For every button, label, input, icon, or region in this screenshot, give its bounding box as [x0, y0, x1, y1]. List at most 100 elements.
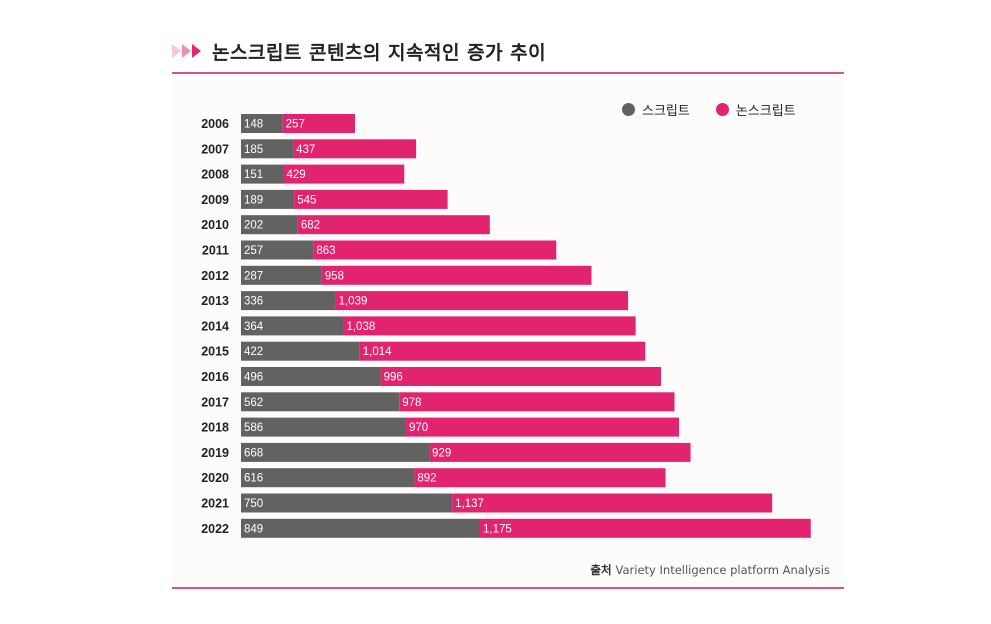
bar-row-2007: 2007 185 437 — [201, 139, 417, 159]
chart-title: 논스크립트 콘텐츠의 지속적인 증가 추이 — [212, 41, 547, 64]
bar-row-2016: 2016 496 996 — [201, 367, 661, 386]
bar-row-2014: 2014 364 1,038 — [201, 316, 636, 336]
bar-nonscript-2012 — [321, 265, 592, 285]
bar-row-2015: 2015 422 1,014 — [201, 341, 646, 361]
year-label: 2022 — [201, 522, 229, 536]
value-label-nonscript: 1,038 — [346, 321, 375, 333]
top-divider — [172, 72, 844, 74]
value-label-script: 616 — [244, 473, 263, 485]
value-label-script: 562 — [244, 397, 263, 409]
bar-script-2015 — [241, 341, 360, 361]
value-label-script: 287 — [244, 270, 263, 282]
value-label-script: 364 — [244, 321, 264, 333]
bar-script-2017 — [241, 392, 400, 412]
value-label-nonscript: 1,137 — [455, 498, 484, 510]
value-label-script: 257 — [244, 245, 263, 257]
year-label: 2006 — [201, 117, 229, 131]
bar-row-2022: 2022 849 1,175 — [201, 518, 811, 538]
year-label: 2008 — [201, 168, 229, 182]
value-label-script: 185 — [244, 144, 263, 156]
bar-nonscript-2007 — [293, 139, 417, 159]
year-label: 2013 — [201, 294, 229, 308]
bar-row-2010: 2010 202 682 — [201, 215, 490, 235]
bar-row-2018: 2018 586 970 — [201, 417, 680, 437]
chart-header: 논스크립트 콘텐츠의 지속적인 증가 추이 — [172, 36, 546, 66]
year-label: 2019 — [201, 446, 229, 460]
bar-nonscript-2020 — [414, 468, 666, 488]
year-label: 2014 — [201, 319, 229, 333]
year-label: 2015 — [201, 345, 229, 359]
year-label: 2017 — [201, 395, 229, 409]
value-label-nonscript: 996 — [384, 372, 403, 384]
year-label: 2021 — [201, 497, 229, 511]
bar-nonscript-2010 — [297, 215, 490, 235]
source-prefix: 출처 — [590, 563, 612, 577]
value-label-nonscript: 958 — [325, 270, 344, 282]
bar-script-2009 — [241, 189, 295, 209]
year-label: 2012 — [201, 269, 229, 283]
value-label-script: 151 — [244, 169, 263, 181]
bar-nonscript-2013 — [335, 291, 629, 311]
value-label-nonscript: 929 — [432, 447, 451, 459]
bar-nonscript-2008 — [283, 164, 405, 184]
value-label-script: 496 — [244, 372, 263, 384]
value-label-nonscript: 257 — [286, 119, 305, 131]
bar-script-2006 — [241, 114, 283, 133]
year-label: 2011 — [202, 244, 229, 258]
bottom-divider — [172, 587, 844, 589]
legend-dot-script-icon — [622, 103, 635, 116]
value-label-nonscript: 892 — [417, 473, 436, 485]
value-label-script: 849 — [244, 523, 263, 535]
value-label-nonscript: 863 — [316, 245, 335, 257]
bar-nonscript-2018 — [405, 417, 680, 437]
year-label: 2007 — [201, 142, 229, 156]
bar-row-2012: 2012 287 958 — [201, 265, 592, 285]
value-label-script: 202 — [244, 220, 263, 232]
value-label-script: 668 — [244, 447, 263, 459]
value-label-script: 422 — [244, 346, 263, 358]
arrow-icon — [192, 44, 201, 58]
value-label-nonscript: 1,175 — [483, 523, 512, 535]
bar-nonscript-2017 — [399, 392, 675, 412]
arrow-icon — [182, 44, 191, 58]
legend-dot-nonscript-icon — [715, 103, 729, 116]
bar-row-2006: 2006 148 257 — [201, 114, 356, 133]
bar-row-2020: 2020 616 892 — [201, 468, 666, 488]
bar-row-2008: 2008 151 429 — [201, 164, 405, 184]
bar-script-2014 — [241, 316, 344, 336]
chart-legend: 스크립트 논스크립트 — [622, 100, 796, 119]
bar-script-2021 — [241, 493, 453, 513]
bar-script-2010 — [241, 215, 298, 235]
title-arrows-icon — [172, 44, 202, 58]
value-label-nonscript: 437 — [296, 144, 315, 156]
arrow-icon — [172, 44, 181, 58]
bar-nonscript-2015 — [359, 341, 646, 361]
value-label-nonscript: 682 — [301, 220, 320, 232]
legend-item-nonscript: 논스크립트 — [715, 100, 796, 119]
bar-script-2020 — [241, 468, 415, 488]
bar-script-2011 — [241, 240, 314, 260]
bar-row-2017: 2017 562 978 — [201, 392, 675, 412]
value-label-nonscript: 970 — [409, 422, 428, 434]
bar-row-2009: 2009 189 545 — [201, 189, 448, 209]
bar-row-2019: 2019 668 929 — [201, 442, 691, 462]
legend-item-script: 스크립트 — [622, 100, 690, 119]
year-label: 2010 — [201, 218, 229, 232]
value-label-nonscript: 1,039 — [339, 296, 368, 308]
value-label-nonscript: 978 — [402, 397, 421, 409]
bar-nonscript-2021 — [452, 493, 773, 513]
bar-script-2022 — [241, 518, 480, 538]
bar-nonscript-2009 — [294, 189, 448, 209]
legend-label-script: 스크립트 — [642, 104, 690, 119]
bar-script-2016 — [241, 367, 381, 386]
source-text: Variety Intelligence platform Analysis — [615, 563, 830, 577]
bar-nonscript-2022 — [479, 518, 811, 538]
value-label-nonscript: 429 — [287, 169, 306, 181]
bar-nonscript-2019 — [429, 442, 691, 462]
value-label-nonscript: 545 — [297, 194, 316, 206]
source-note: 출처 Variety Intelligence platform Analysis — [590, 562, 830, 578]
bar-nonscript-2014 — [343, 316, 636, 336]
value-label-script: 189 — [244, 194, 263, 206]
value-label-script: 586 — [244, 422, 263, 434]
